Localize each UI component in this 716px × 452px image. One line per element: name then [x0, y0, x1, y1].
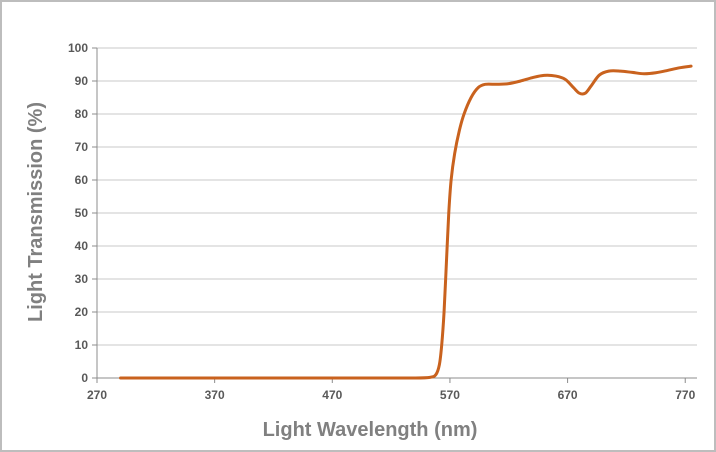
y-tick-label-70: 70: [75, 140, 89, 154]
y-tick-label-40: 40: [75, 239, 89, 253]
x-tick-label-470: 470: [322, 388, 342, 402]
y-tick-label-60: 60: [75, 173, 89, 187]
x-tick-label-770: 770: [675, 388, 695, 402]
x-tick-label-370: 370: [205, 388, 225, 402]
y-tick-label-100: 100: [68, 41, 88, 55]
x-axis-title: Light Wavelength (nm): [263, 419, 478, 441]
gridlines: [97, 48, 697, 345]
series-line-0: [121, 66, 692, 378]
y-tick-label-50: 50: [75, 206, 89, 220]
y-tick-label-0: 0: [81, 371, 88, 385]
y-tick-label-30: 30: [75, 272, 89, 286]
y-tick-label-20: 20: [75, 305, 89, 319]
x-tick-label-270: 270: [87, 388, 107, 402]
y-tick-label-90: 90: [75, 74, 89, 88]
y-axis-title: Light Transmission (%): [25, 102, 47, 322]
x-tick-label-670: 670: [558, 388, 578, 402]
x-tick-label-570: 570: [440, 388, 460, 402]
x-tick-labels: 270 370 470 570 670 770: [87, 388, 696, 402]
y-tick-label-10: 10: [75, 338, 89, 352]
y-tick-label-80: 80: [75, 107, 89, 121]
axes: [92, 48, 697, 383]
y-tick-labels: 0 10 20 30 40 50 60 70 80 90 100: [68, 41, 88, 385]
series-layer: [121, 66, 692, 378]
